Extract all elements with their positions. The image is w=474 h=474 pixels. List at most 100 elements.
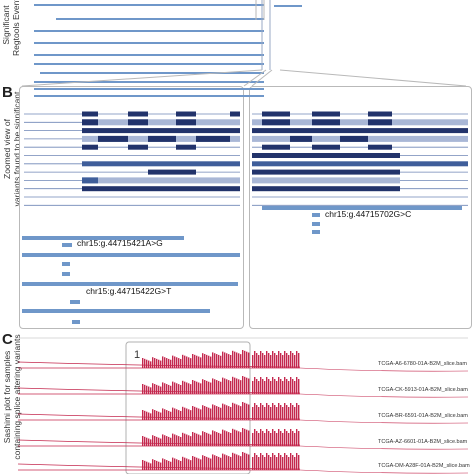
read-right-3 xyxy=(312,230,320,234)
coverage-left-3-204 xyxy=(204,432,206,446)
coverage-right-2-280 xyxy=(280,405,282,420)
zoom-box-left xyxy=(19,86,244,329)
coverage-left-3-234 xyxy=(234,429,236,446)
variant-label-1: chr15:g.44715421A>G xyxy=(77,238,163,248)
coverage-right-4-288 xyxy=(288,457,290,470)
coverage-right-0-264 xyxy=(264,355,266,368)
coverage-right-2-284 xyxy=(284,403,286,420)
coverage-right-0-266 xyxy=(266,351,268,368)
coverage-left-4-182 xyxy=(182,456,184,470)
coverage-left-0-232 xyxy=(232,350,234,368)
coverage-left-3-226 xyxy=(226,431,228,446)
read-left-3 xyxy=(62,262,70,266)
coverage-left-3-232 xyxy=(232,428,234,446)
coverage-left-1-168 xyxy=(168,384,170,394)
coverage-left-3-222 xyxy=(222,429,224,446)
coverage-right-3-268 xyxy=(268,431,270,446)
coverage-left-0-166 xyxy=(166,358,168,368)
coverage-left-0-212 xyxy=(212,352,214,368)
coverage-left-1-230 xyxy=(230,380,232,394)
coverage-left-0-198 xyxy=(198,356,200,368)
coverage-left-1-144 xyxy=(144,384,146,394)
exon-right-1-1 xyxy=(262,119,290,126)
sashimi-arc-right-1 xyxy=(299,393,469,398)
coverage-left-1-232 xyxy=(232,376,234,394)
exon-left-7-0 xyxy=(148,169,196,175)
coverage-left-0-228 xyxy=(228,354,230,368)
coverage-left-4-240 xyxy=(240,456,242,470)
coverage-left-0-164 xyxy=(164,357,166,368)
coverage-right-3-266 xyxy=(266,429,268,446)
coverage-left-3-236 xyxy=(236,430,238,446)
coverage-left-4-152 xyxy=(152,459,154,470)
coverage-left-2-150 xyxy=(150,413,152,420)
coverage-right-3-272 xyxy=(272,429,274,446)
coverage-left-4-220 xyxy=(220,457,222,470)
exon-right-7-0 xyxy=(252,169,400,175)
coverage-left-2-236 xyxy=(236,404,238,420)
coverage-left-4-192 xyxy=(192,456,194,470)
coverage-right-3-262 xyxy=(262,431,264,446)
coverage-left-4-236 xyxy=(236,454,238,470)
coverage-right-1-272 xyxy=(272,377,274,394)
exon-left-3-1 xyxy=(98,135,128,142)
coverage-left-1-142 xyxy=(142,384,144,394)
coverage-left-1-150 xyxy=(150,387,152,394)
coverage-left-2-220 xyxy=(220,407,222,420)
coverage-left-2-240 xyxy=(240,406,242,420)
coverage-left-2-154 xyxy=(154,410,156,420)
coverage-right-2-260 xyxy=(260,403,262,420)
coverage-left-0-226 xyxy=(226,353,228,368)
exon-right-0-2 xyxy=(368,111,392,117)
coverage-left-2-186 xyxy=(186,408,188,420)
coverage-right-4-280 xyxy=(280,455,282,470)
exon-right-1-3 xyxy=(368,119,392,126)
coverage-right-4-290 xyxy=(290,453,292,470)
coverage-right-3-282 xyxy=(282,433,284,446)
coverage-right-2-264 xyxy=(264,407,266,420)
coverage-left-3-208 xyxy=(208,433,210,446)
coverage-right-3-288 xyxy=(288,433,290,446)
coverage-left-1-202 xyxy=(202,379,204,394)
exon-left-1-1 xyxy=(82,119,98,126)
coverage-left-4-232 xyxy=(232,452,234,470)
coverage-right-0-270 xyxy=(270,355,272,368)
coverage-left-1-214 xyxy=(214,379,216,394)
coverage-left-2-182 xyxy=(182,406,184,420)
coverage-left-3-244 xyxy=(244,428,246,446)
coverage-left-2-246 xyxy=(246,403,248,420)
sashimi-region-box xyxy=(125,341,251,474)
coverage-left-3-154 xyxy=(154,436,156,446)
coverage-right-1-266 xyxy=(266,377,268,394)
coverage-right-1-262 xyxy=(262,379,264,394)
coverage-left-0-168 xyxy=(168,358,170,368)
coverage-right-2-276 xyxy=(276,407,278,420)
coverage-left-3-168 xyxy=(168,436,170,446)
coverage-left-0-154 xyxy=(154,358,156,368)
exon-left-1-3 xyxy=(176,119,196,126)
coverage-left-3-146 xyxy=(146,437,148,446)
exon-left-9-0 xyxy=(82,186,240,192)
read-left-1 xyxy=(62,243,72,247)
coverage-left-2-164 xyxy=(164,409,166,420)
coverage-right-0-298 xyxy=(298,353,300,368)
coverage-left-2-198 xyxy=(198,408,200,420)
read-left-4 xyxy=(62,272,70,276)
coverage-right-0-292 xyxy=(292,353,294,368)
coverage-left-2-166 xyxy=(166,410,168,420)
coverage-left-0-240 xyxy=(240,354,242,368)
coverage-left-4-160 xyxy=(160,462,162,470)
coverage-left-2-200 xyxy=(200,409,202,420)
coverage-left-4-174 xyxy=(174,458,176,470)
coverage-left-1-156 xyxy=(156,384,158,394)
coverage-left-4-218 xyxy=(218,456,220,470)
coverage-left-4-206 xyxy=(206,456,208,470)
coverage-left-2-242 xyxy=(242,402,244,420)
coverage-left-2-226 xyxy=(226,405,228,420)
coverage-right-1-254 xyxy=(254,377,256,394)
exon-left-4-1 xyxy=(128,144,148,150)
coverage-right-2-282 xyxy=(282,407,284,420)
coverage-left-3-150 xyxy=(150,439,152,446)
coverage-left-4-164 xyxy=(164,459,166,470)
coverage-left-2-208 xyxy=(208,407,210,420)
